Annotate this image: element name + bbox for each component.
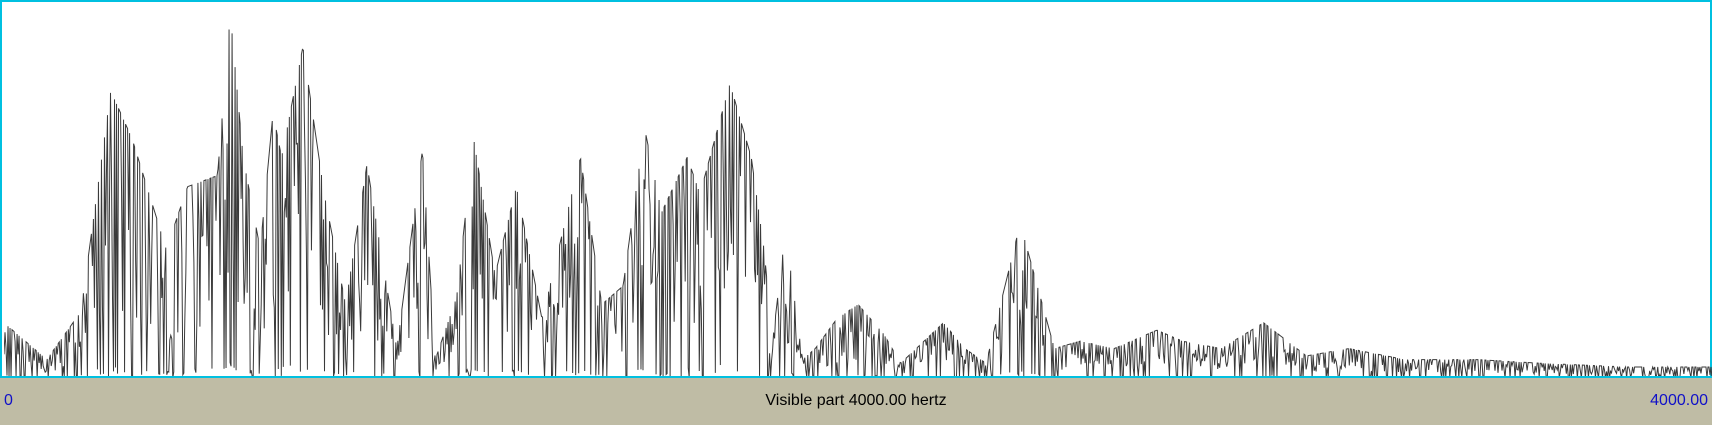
spectrum-chart [4, 29, 1712, 378]
visible-range-label: Visible part 4000.00 hertz [765, 392, 947, 409]
spectrum-line [4, 29, 1712, 378]
x-max-label: 4000.00 [1650, 392, 1708, 409]
spectrum-plot-area[interactable] [0, 0, 1712, 378]
x-min-label: 0 [4, 392, 13, 409]
frequency-bar: 0 Visible part 4000.00 hertz 4000.00 [0, 376, 1712, 425]
